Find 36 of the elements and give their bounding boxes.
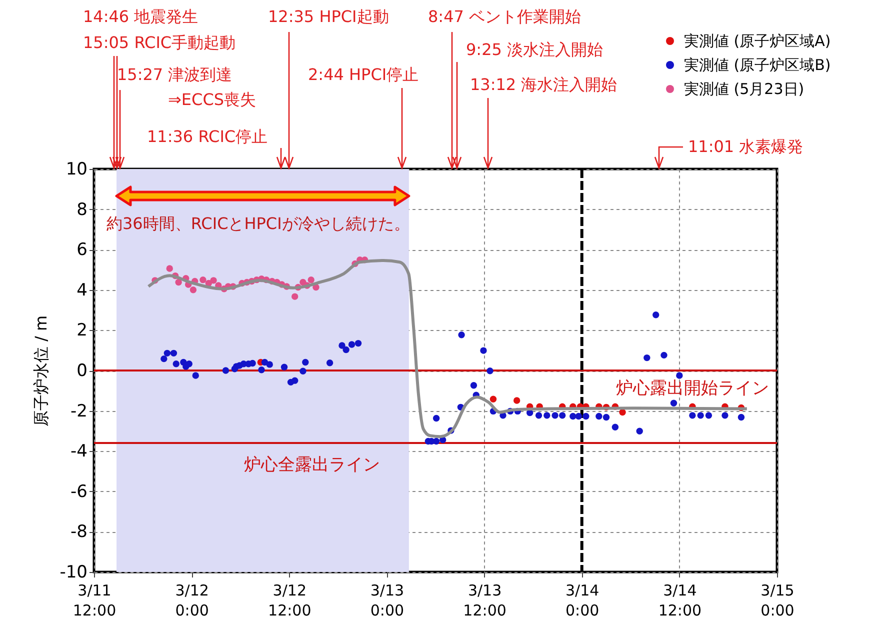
y-tick-label: 2 [76, 320, 88, 341]
legend-label: 実測値 (原子炉区域A) [684, 32, 831, 50]
x-tick-label: 3/12 0:00 [175, 582, 209, 620]
x-tick-label: 3/15 0:00 [760, 582, 794, 620]
text: 12:35 HPCI起動 [268, 7, 389, 26]
y-tick-label: -6 [70, 482, 88, 502]
text: 13:12 海水注入開始 [470, 75, 618, 94]
y-tick-label: 10 [66, 160, 88, 180]
text: 11:36 RCIC停止 [147, 127, 268, 146]
y-tick-label: -8 [70, 522, 88, 542]
y-axis-title: 原子炉水位 / m [32, 315, 51, 427]
text: 8:47 ベント作業開始 [428, 7, 582, 26]
text: 11:01 水素爆発 [688, 137, 804, 156]
x-tick-label: 3/13 12:00 [463, 582, 506, 620]
text: 2:44 HPCI停止 [308, 65, 419, 84]
y-tick-label: 0 [76, 361, 88, 381]
text: 14:46 地震発生 [83, 7, 198, 26]
y-tick-label: 6 [76, 240, 88, 260]
x-tick-label: 3/11 12:00 [72, 582, 116, 620]
x-tick-label: 3/14 12:00 [658, 582, 702, 620]
y-tick-label: 8 [76, 200, 88, 220]
text: 9:25 淡水注入開始 [466, 40, 604, 59]
y-tick-label: -10 [60, 562, 88, 582]
x-tick-label: 3/14 0:00 [566, 582, 600, 620]
text: 15:27 津波到達 ⇒ECCS喪失 [117, 65, 256, 109]
y-tick-label: 4 [76, 280, 88, 300]
ref-line-label: 炉心露出開始ライン [616, 378, 769, 398]
ref-line-label: 炉心全露出ライン [244, 455, 380, 476]
y-tick-label: -2 [70, 401, 88, 422]
legend-label: 実測値 (原子炉区域B) [684, 56, 831, 74]
legend-label: 実測値 (5月23日) [684, 80, 804, 98]
x-tick-label: 3/12 12:00 [268, 582, 312, 620]
y-tick-label: -4 [70, 442, 88, 462]
band-label: 約36時間、RCICとHPCIが冷やし続けた。 [106, 214, 410, 233]
text: 15:05 RCIC手動起動 [83, 33, 236, 52]
x-tick-label: 3/13 0:00 [370, 582, 404, 620]
